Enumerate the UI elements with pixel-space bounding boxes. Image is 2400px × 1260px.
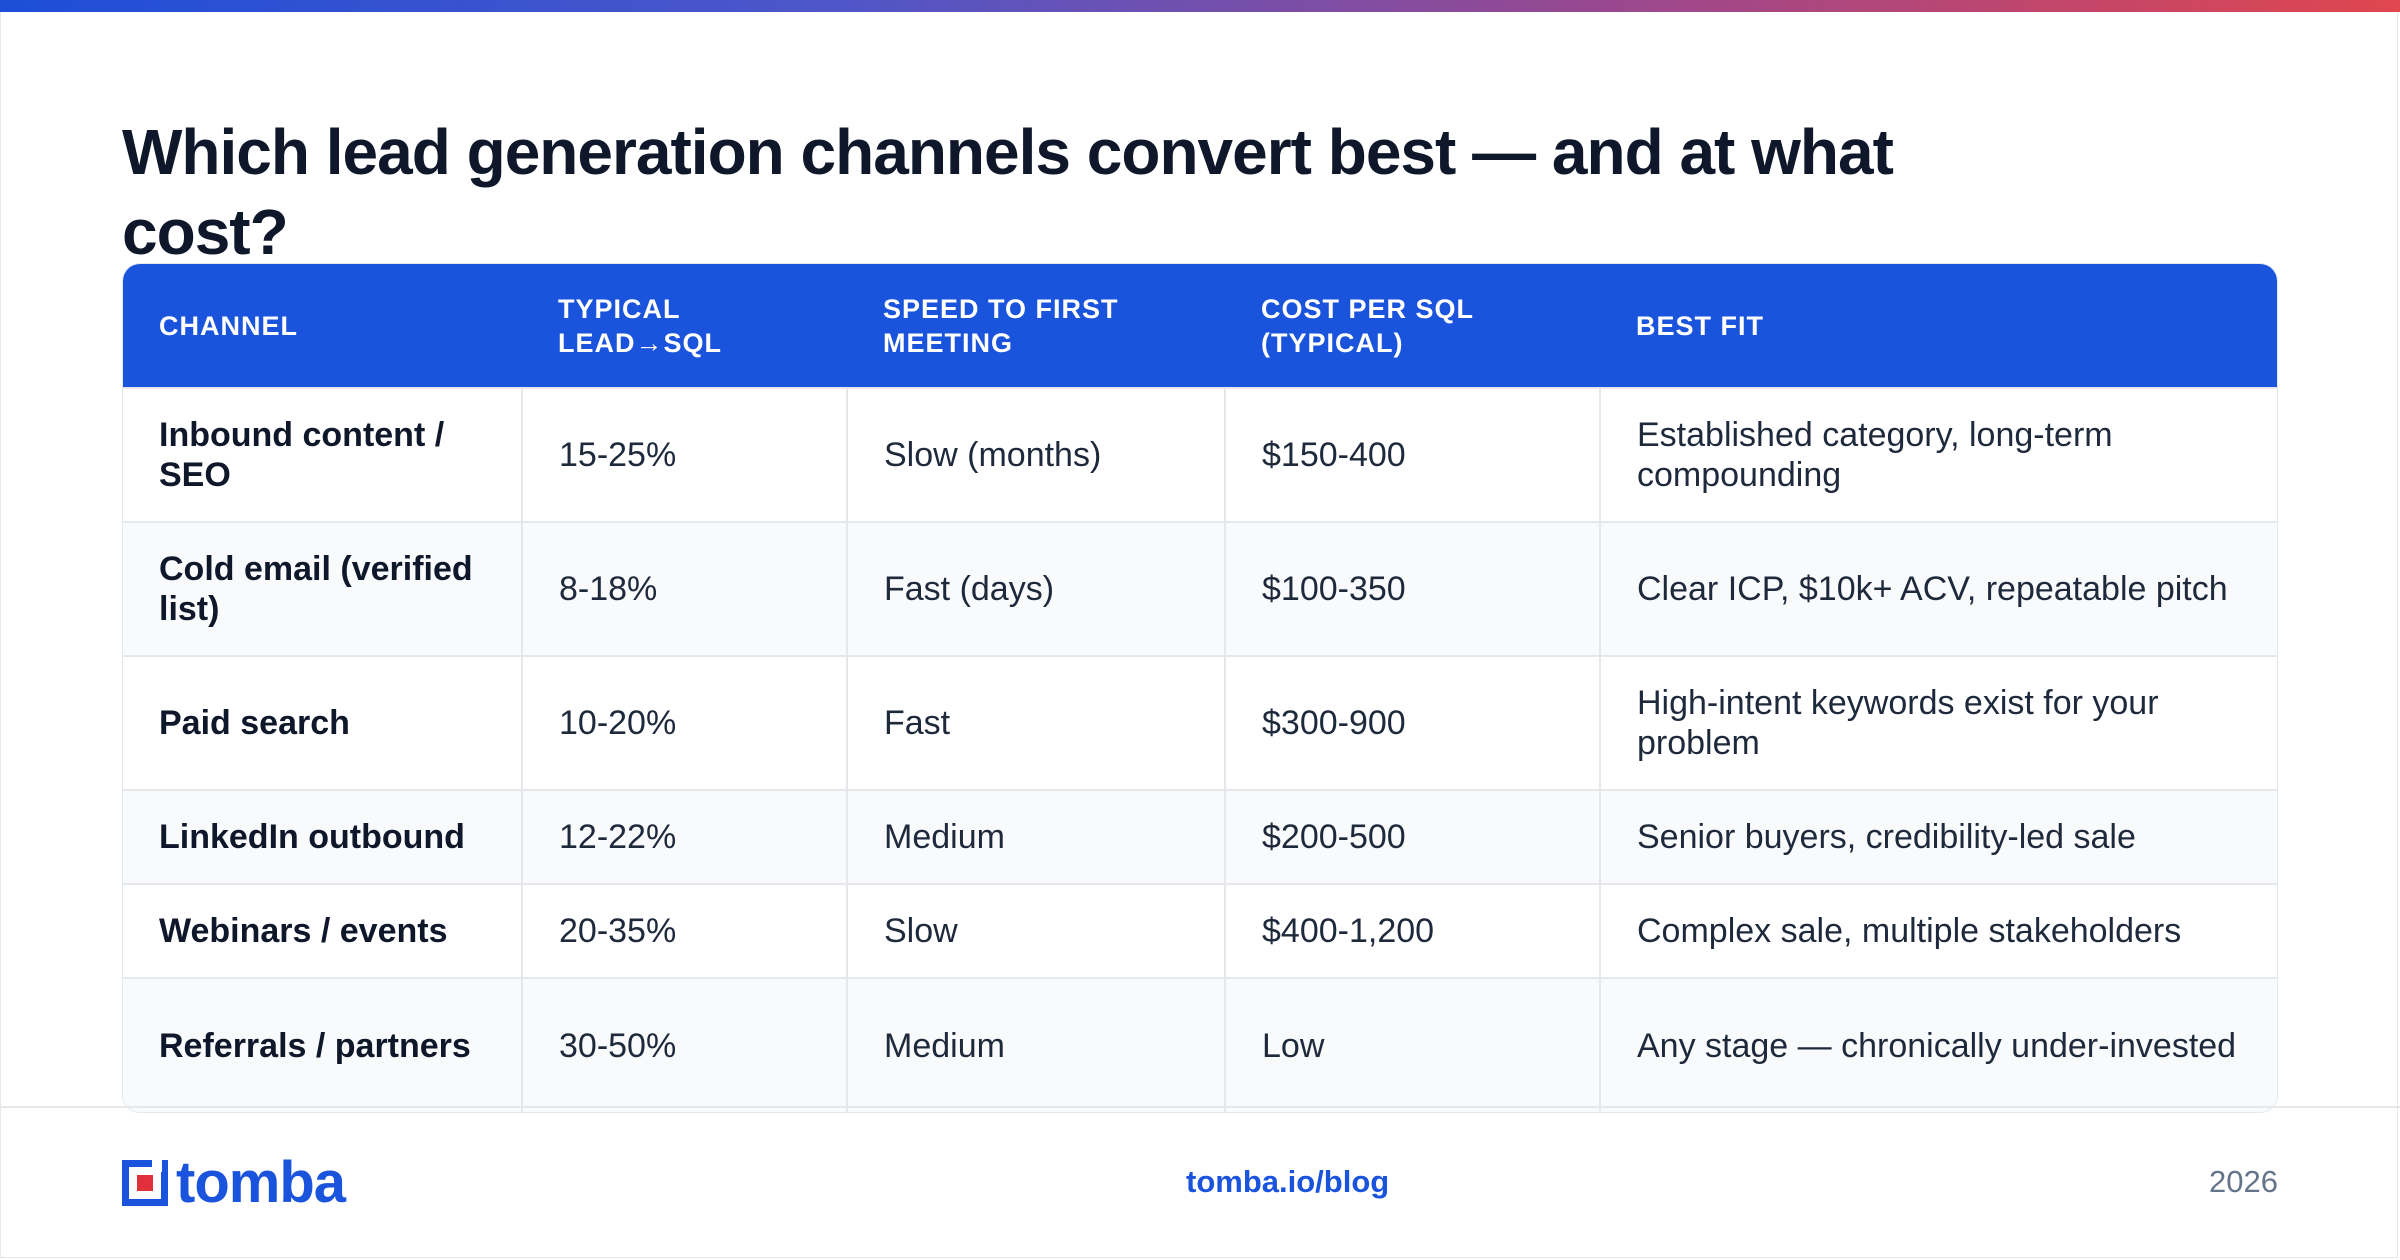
speed-cell: Medium [847,977,1226,1112]
table-row: LinkedIn outbound 12-22% Medium $200-500… [123,789,2277,884]
table-header-row: CHANNEL TYPICAL LEAD→SQL SPEED TO FIRST … [123,264,2277,388]
logo-wordmark: tomba [176,1150,346,1215]
table-row: Cold email (verified list) 8-18% Fast (d… [123,521,2277,656]
lead-to-sql-cell: 8-18% [522,521,848,656]
table-row: Referrals / partners 30-50% Medium Low A… [123,977,2277,1112]
speed-cell: Fast [847,655,1226,790]
cost-cell: Low [1225,977,1601,1112]
channel-cell: Referrals / partners [123,977,523,1112]
tomba-logo[interactable]: tomba [122,1150,346,1215]
table-row: Webinars / events 20-35% Slow $400-1,200… [123,883,2277,978]
header-lead-to-sql: TYPICAL LEAD→SQL [558,293,723,358]
best-fit-cell: High-intent keywords exist for your prob… [1600,655,2277,790]
top-gradient-bar [0,0,2400,12]
header-speed: SPEED TO FIRST MEETING [883,293,1119,358]
comparison-table-card: CHANNEL TYPICAL LEAD→SQL SPEED TO FIRST … [122,263,2278,1113]
lead-to-sql-cell: 30-50% [522,977,848,1112]
cost-cell: $400-1,200 [1225,883,1601,978]
channel-cell: Webinars / events [123,883,523,978]
page-title: Which lead generation channels convert b… [122,116,1894,268]
speed-cell: Slow (months) [847,387,1226,522]
lead-to-sql-cell: 20-35% [522,883,848,978]
lead-to-sql-cell: 15-25% [522,387,848,522]
blog-link[interactable]: tomba.io/blog [1186,1164,1390,1199]
best-fit-cell: Complex sale, multiple stakeholders [1600,883,2277,978]
footer-year: 2026 [2209,1164,2278,1199]
channel-cell: Paid search [123,655,523,790]
channel-cell: Inbound content / SEO [123,387,523,522]
header-channel: CHANNEL [159,310,298,341]
cost-cell: $150-400 [1225,387,1601,522]
table-row: Paid search 10-20% Fast $300-900 High-in… [123,655,2277,790]
cost-cell: $300-900 [1225,655,1601,790]
footer-divider [0,1106,2400,1108]
table-row: Inbound content / SEO 15-25% Slow (month… [123,387,2277,522]
lead-to-sql-cell: 10-20% [522,655,848,790]
speed-cell: Medium [847,789,1226,884]
best-fit-cell: Clear ICP, $10k+ ACV, repeatable pitch [1600,521,2277,656]
channel-cell: Cold email (verified list) [123,521,523,656]
page-frame [0,12,2398,1258]
channel-cell: LinkedIn outbound [123,789,523,884]
speed-cell: Fast (days) [847,521,1226,656]
best-fit-cell: Any stage — chronically under-invested [1600,977,2277,1112]
best-fit-cell: Senior buyers, credibility-led sale [1600,789,2277,884]
tomba-logo-icon [122,1158,168,1206]
cost-cell: $100-350 [1225,521,1601,656]
header-cost: COST PER SQL (TYPICAL) [1261,293,1474,358]
channel-comparison-table: CHANNEL TYPICAL LEAD→SQL SPEED TO FIRST … [123,264,2277,1112]
speed-cell: Slow [847,883,1226,978]
lead-to-sql-cell: 12-22% [522,789,848,884]
cost-cell: $200-500 [1225,789,1601,884]
header-best-fit: BEST FIT [1636,310,1764,341]
best-fit-cell: Established category, long-term compound… [1600,387,2277,522]
